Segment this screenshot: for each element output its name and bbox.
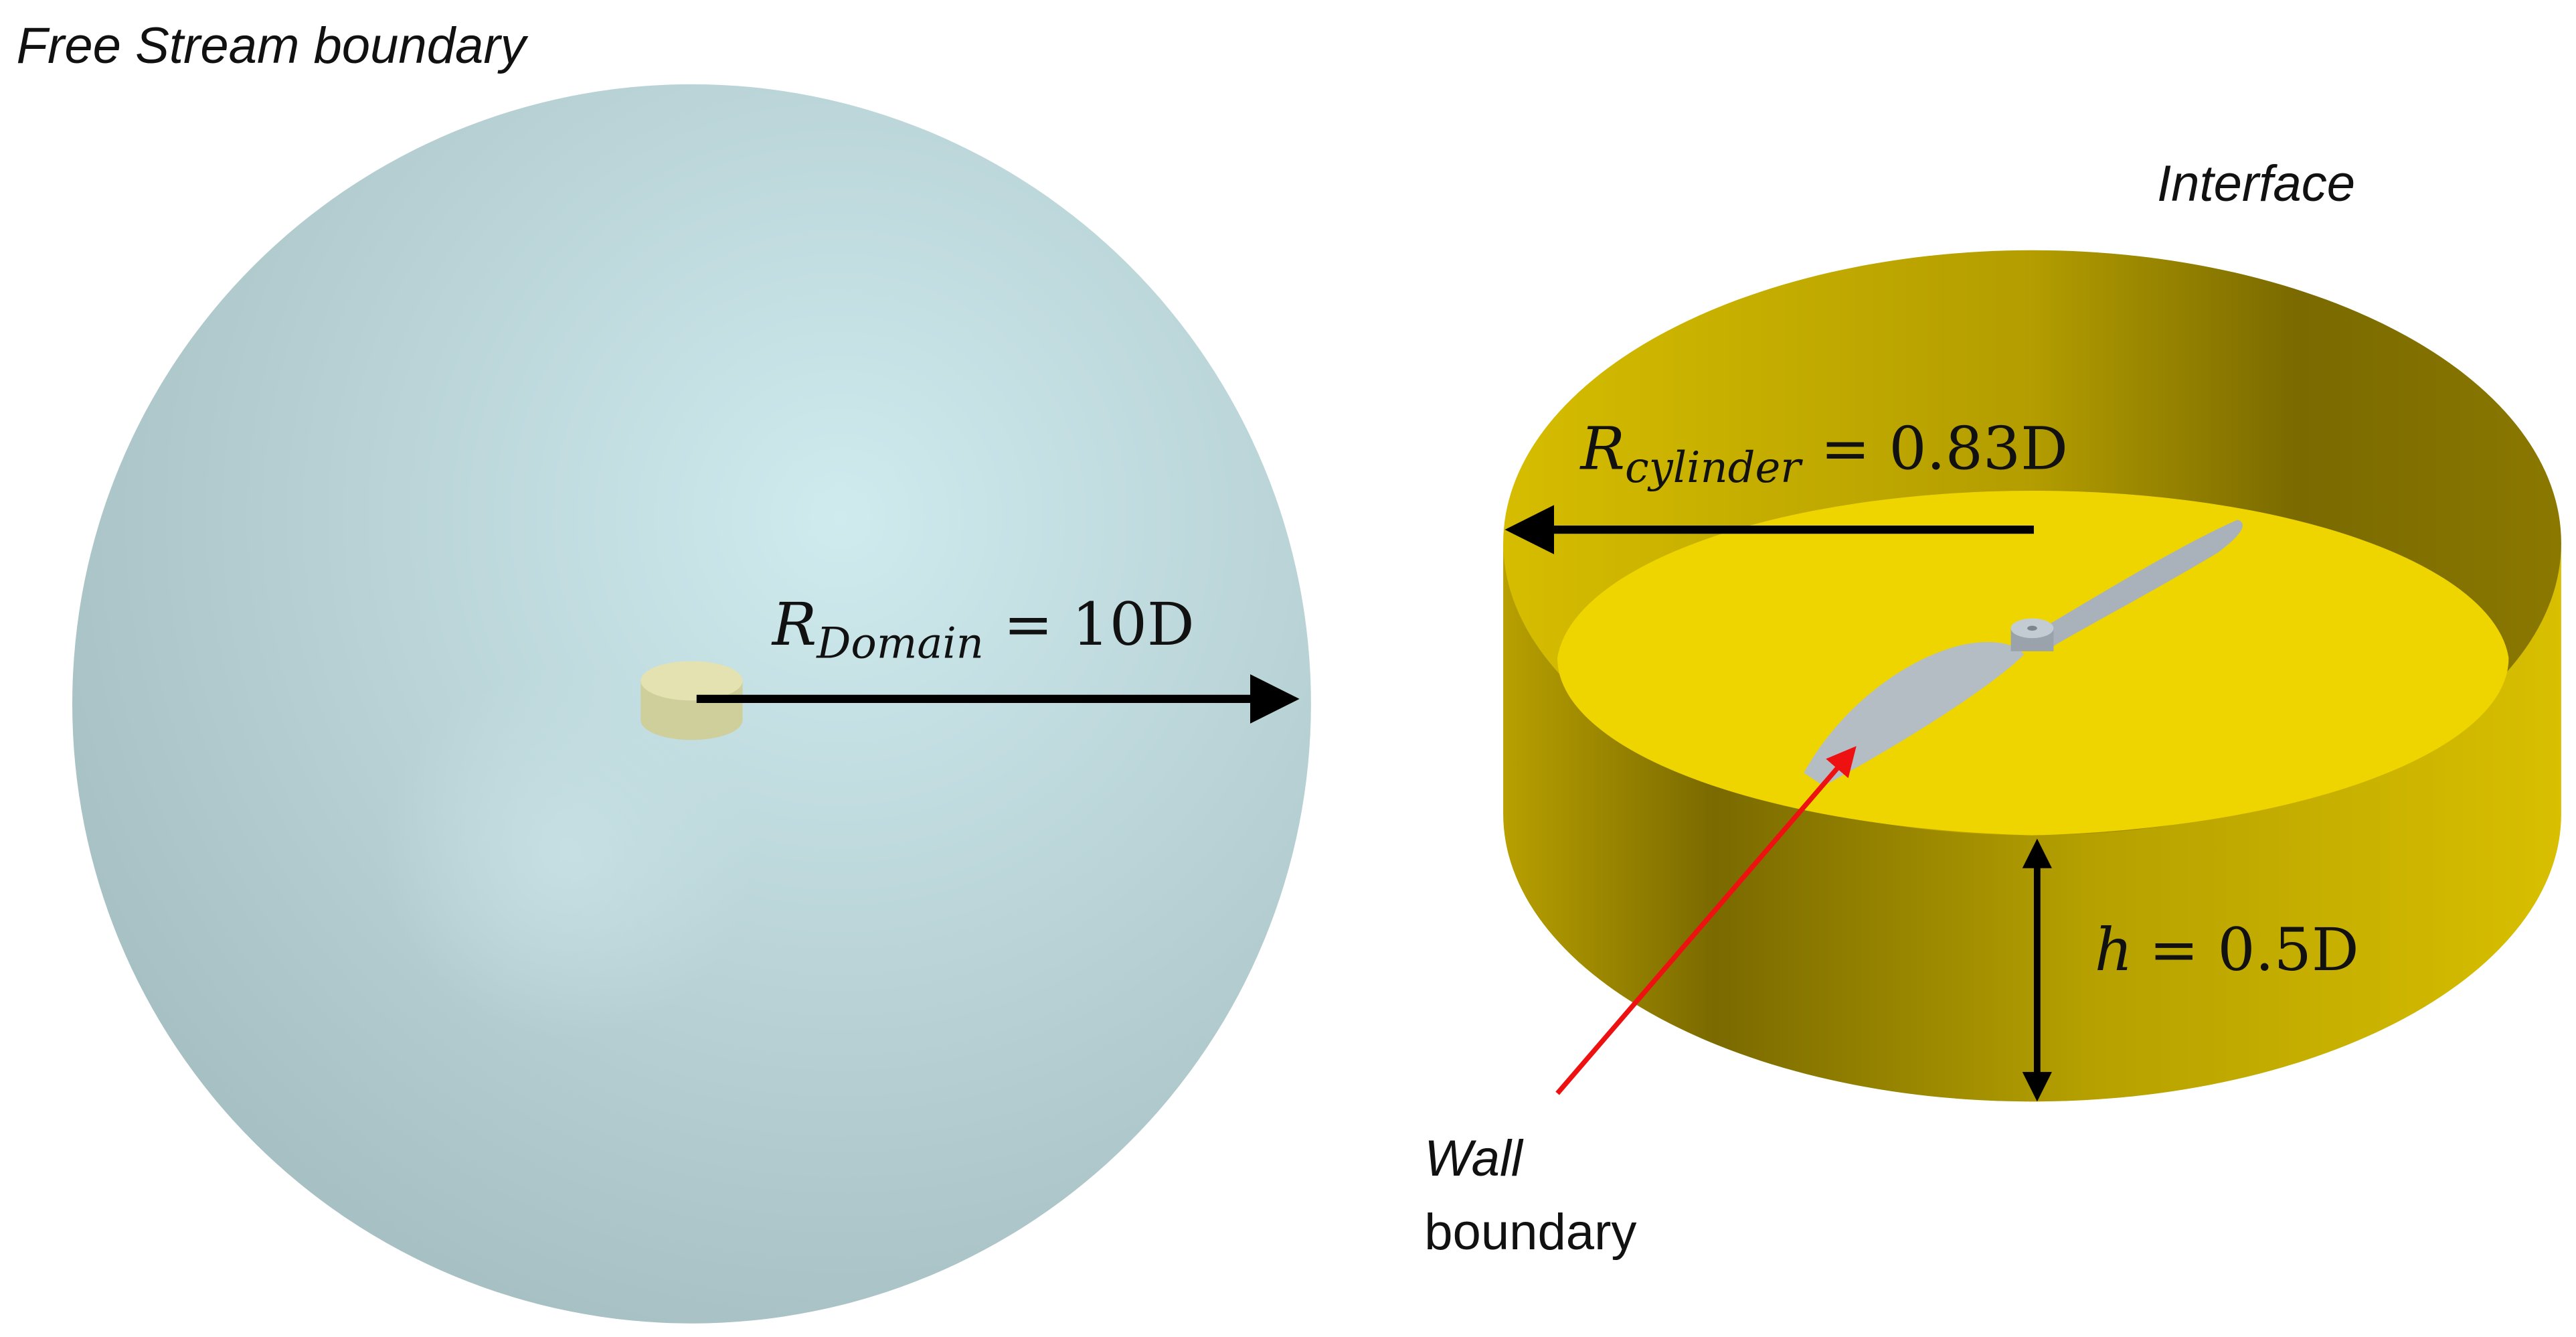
r-cylinder-label: Rcylinder = 0.83D [1579,414,2068,493]
height-label: h = 0.5D [2095,915,2359,984]
wall-pointer-arrow [1555,746,1857,1095]
wall-label-line2: boundary [1424,1204,1636,1261]
free-stream-label: Free Stream boundary [17,17,529,74]
height-arrow [2022,838,2052,1102]
interface-label: Interface [2157,155,2355,212]
interface-cylinder [1503,250,2561,1102]
propeller [1804,520,2243,787]
rotating-region-disk [640,661,743,740]
wall-label-line1: Wall [1424,1130,1524,1187]
r-domain-label: RDomain = 10D [771,590,1195,669]
